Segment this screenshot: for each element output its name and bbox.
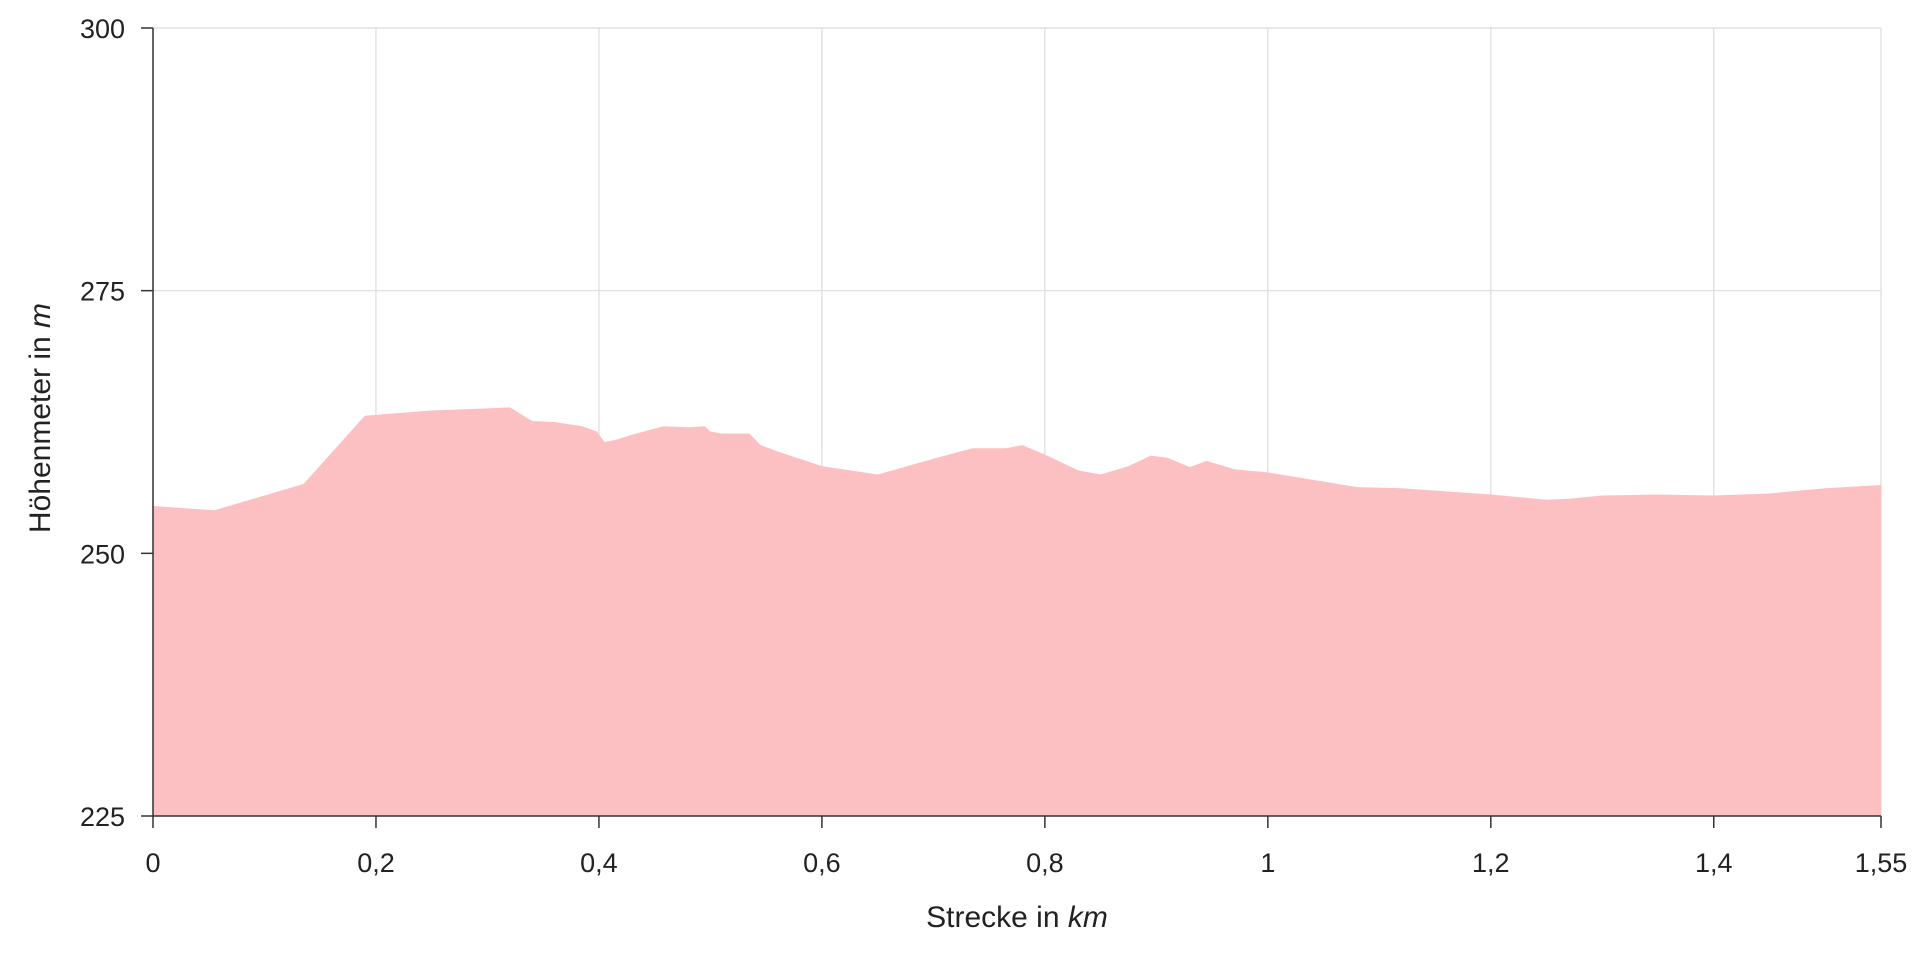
x-tick-label-5: 1 <box>1260 848 1275 878</box>
x-tick-labels: 0 0,2 0,4 0,6 0,8 1 1,2 1,4 1,55 <box>145 848 1907 878</box>
y-axis-unit: m <box>24 303 57 328</box>
y-axis-title-text: Höhenmeter in <box>24 336 57 533</box>
y-tick-label-3: 300 <box>80 14 125 44</box>
axes <box>141 27 1882 828</box>
x-tick-label-2: 0,4 <box>580 848 618 878</box>
y-axis-title: Höhenmeter in m <box>24 303 57 533</box>
x-axis-title: Strecke in km <box>926 901 1108 934</box>
x-tick-label-6: 1,2 <box>1472 848 1510 878</box>
x-axis-unit: km <box>1068 901 1108 934</box>
x-tick-label-1: 0,2 <box>357 848 395 878</box>
y-tick-label-0: 225 <box>80 802 125 832</box>
y-tick-label-2: 275 <box>80 277 125 307</box>
x-tick-label-3: 0,6 <box>803 848 841 878</box>
x-tick-label-7: 1,4 <box>1695 848 1733 878</box>
elevation-area <box>153 407 1881 816</box>
y-tick-label-1: 250 <box>80 539 125 569</box>
y-tick-labels: 225 250 275 300 <box>80 14 125 832</box>
x-axis-title-text: Strecke in <box>926 901 1059 934</box>
x-tick-label-4: 0,8 <box>1026 848 1064 878</box>
x-tick-label-8: 1,55 <box>1855 848 1908 878</box>
x-tick-label-0: 0 <box>145 848 160 878</box>
